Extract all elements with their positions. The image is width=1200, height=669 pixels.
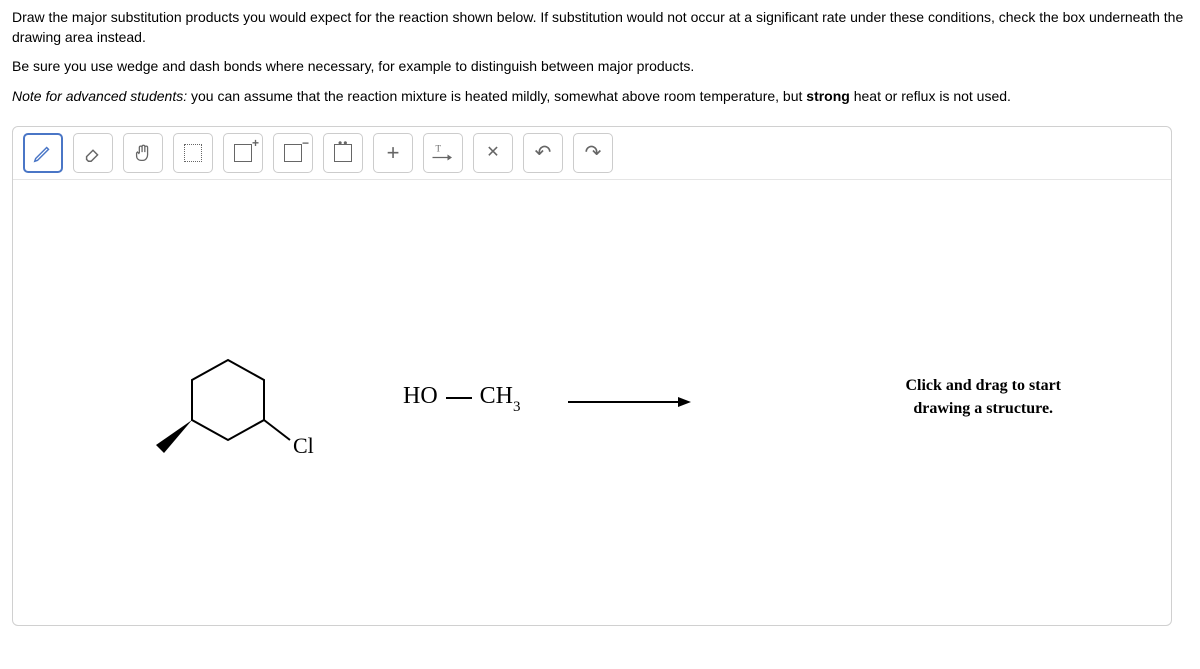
- charge-plus-tool[interactable]: +: [223, 133, 263, 173]
- eraser-tool[interactable]: [73, 133, 113, 173]
- reagent-sub: 3: [513, 399, 521, 415]
- redo-tool[interactable]: ↷: [573, 133, 613, 173]
- pencil-icon: [32, 142, 54, 164]
- plus-tool[interactable]: +: [373, 133, 413, 173]
- plus-icon: +: [387, 138, 400, 169]
- reagent-ch: CH: [480, 383, 513, 409]
- drawing-hint: Click and drag to start drawing a struct…: [905, 375, 1061, 420]
- clear-tool[interactable]: ✕: [473, 133, 513, 173]
- question-p3: Note for advanced students: you can assu…: [12, 87, 1188, 107]
- question-text: Draw the major substitution products you…: [12, 8, 1188, 106]
- question-p3-italic: Note for advanced students:: [12, 88, 187, 104]
- svg-text:Cl: Cl: [293, 433, 314, 458]
- question-p1: Draw the major substitution products you…: [12, 8, 1188, 47]
- reagent-bond: [446, 397, 472, 399]
- pencil-tool[interactable]: [23, 133, 63, 173]
- lone-pair-tool[interactable]: ••: [323, 133, 363, 173]
- text-arrow-icon: T: [431, 143, 455, 163]
- toolbar: + − •• + T ✕ ↶ ↷: [13, 127, 1171, 180]
- reagent-ho: HO: [403, 383, 438, 409]
- text-arrow-tool[interactable]: T: [423, 133, 463, 173]
- question-p3-rest-b: heat or reflux is not used.: [850, 88, 1011, 104]
- undo-tool[interactable]: ↶: [523, 133, 563, 173]
- redo-icon: ↷: [585, 139, 602, 167]
- charge-minus-tool[interactable]: −: [273, 133, 313, 173]
- canvas[interactable]: Cl HO CH3 Click and drag to start drawin…: [13, 180, 1171, 620]
- undo-icon: ↶: [535, 139, 552, 167]
- question-p2: Be sure you use wedge and dash bonds whe…: [12, 57, 1188, 77]
- hint-line2: drawing a structure.: [905, 398, 1061, 420]
- hint-line1: Click and drag to start: [905, 375, 1061, 397]
- reagent-label: HO CH3: [403, 380, 521, 416]
- select-dotted-tool[interactable]: [173, 133, 213, 173]
- dotted-square-icon: [184, 144, 202, 162]
- x-icon: ✕: [486, 142, 499, 164]
- svg-text:T: T: [436, 144, 442, 154]
- hand-icon: [132, 142, 154, 164]
- square-minus-icon: −: [284, 144, 302, 162]
- hand-tool[interactable]: [123, 133, 163, 173]
- drawing-area: + − •• + T ✕ ↶ ↷: [12, 126, 1172, 626]
- question-p3-bold: strong: [806, 88, 850, 104]
- reaction-arrow: [563, 392, 693, 418]
- substrate-structure: Cl: [118, 335, 328, 491]
- square-dots-icon: ••: [334, 144, 352, 162]
- square-plus-icon: +: [234, 144, 252, 162]
- question-p3-rest-a: you can assume that the reaction mixture…: [187, 88, 806, 104]
- eraser-icon: [82, 142, 104, 164]
